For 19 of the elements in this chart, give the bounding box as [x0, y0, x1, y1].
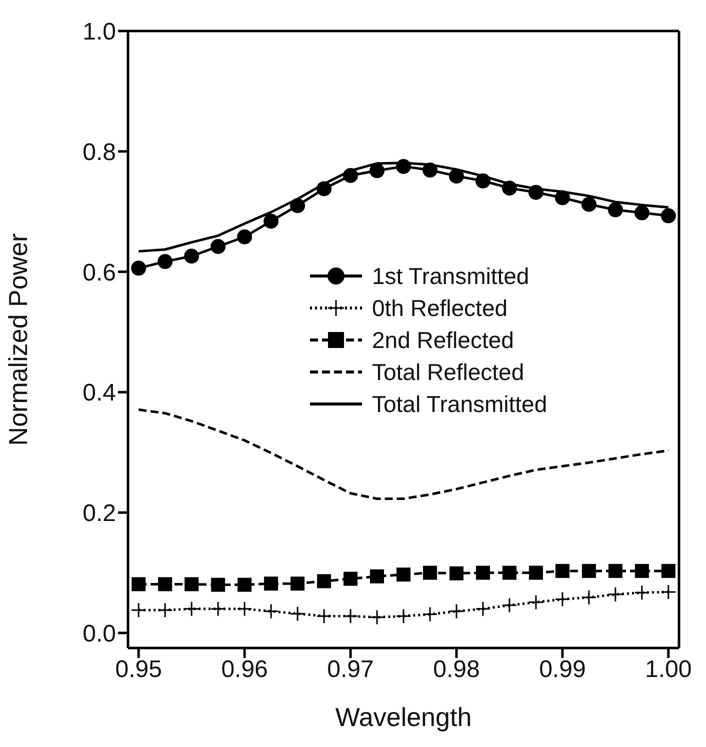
y-tick-label: 1.0 [82, 18, 116, 46]
x-tick-label: 0.98 [433, 656, 480, 684]
x-tick-label: 0.99 [539, 656, 586, 684]
y-axis-title: Normalized Power [3, 232, 34, 446]
y-tick-label: 0.0 [82, 620, 116, 648]
y-tick-label: 0.8 [82, 138, 116, 166]
y-tick-label: 0.6 [82, 259, 116, 286]
x-tick-label: 1.00 [645, 656, 692, 684]
y-tick-label: 0.2 [82, 500, 116, 528]
x-tick-label: 0.97 [327, 656, 374, 684]
legend-label: 2nd Reflected [372, 326, 514, 355]
y-tick-label: 0.4 [82, 380, 116, 407]
legend-label: 0th Reflected [372, 294, 508, 323]
legend-label: Total Transmitted [372, 390, 548, 419]
x-tick-label: 0.96 [221, 656, 268, 684]
legend-label: Total Reflected [372, 358, 524, 387]
x-tick-label: 0.95 [115, 656, 162, 684]
legend-label: 1st Transmitted [372, 262, 530, 291]
x-axis-title: Wavelength [335, 702, 472, 732]
